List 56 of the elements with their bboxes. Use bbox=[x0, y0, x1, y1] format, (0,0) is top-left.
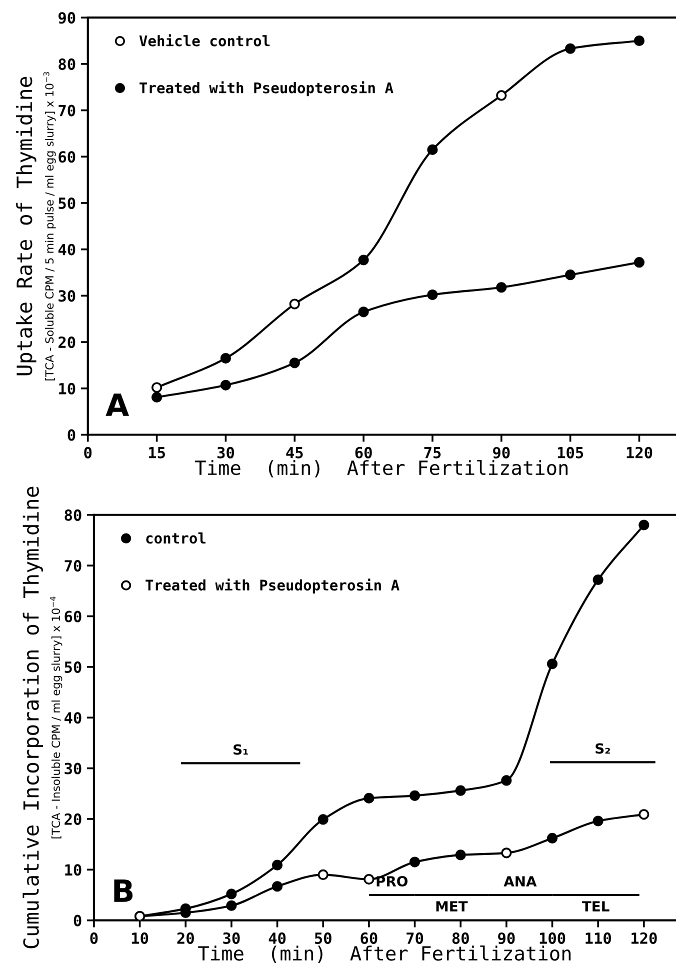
y-tick-label: 60 bbox=[64, 610, 82, 622]
x-tick-label: 90 bbox=[498, 932, 515, 944]
annotation: S₁ bbox=[234, 744, 248, 755]
x-tick-label: 20 bbox=[177, 932, 194, 944]
x-tick-label: 30 bbox=[223, 932, 240, 944]
x-tick-label: 10 bbox=[132, 932, 148, 944]
x-tick-label: 120 bbox=[632, 932, 657, 944]
x-tick-label: 45 bbox=[286, 447, 303, 458]
x-tick-label: 70 bbox=[406, 932, 424, 944]
y-tick-label: 40 bbox=[64, 712, 82, 724]
y-tick-label: 60 bbox=[58, 151, 76, 163]
x-tick-label: 50 bbox=[314, 932, 332, 944]
x-tick-label: 40 bbox=[268, 932, 286, 944]
y-tick-label: 80 bbox=[64, 509, 82, 521]
annotation: A bbox=[106, 394, 130, 416]
annotation: S₂ bbox=[596, 743, 610, 754]
x-tick-label: 60 bbox=[360, 932, 378, 944]
y-tick-label: 30 bbox=[64, 762, 82, 774]
y-tick-label: 0 bbox=[74, 914, 82, 926]
x-tick-label: 0 bbox=[84, 446, 92, 458]
legend-label: Treated with Pseudopterosin A bbox=[146, 578, 400, 594]
y-tick-label: 10 bbox=[59, 382, 76, 394]
y-tick-label: 70 bbox=[64, 560, 82, 572]
y-tick-label: 90 bbox=[58, 12, 76, 24]
x-tick-label: 0 bbox=[90, 932, 98, 944]
x-tick-label: 90 bbox=[493, 446, 510, 458]
annotation: MET bbox=[436, 901, 468, 912]
y-tick-label: 10 bbox=[65, 864, 82, 876]
annotation: B bbox=[114, 880, 133, 902]
x-tick-label: 15 bbox=[149, 447, 165, 458]
x-tick-label: 100 bbox=[540, 932, 566, 944]
x-tick-label: 120 bbox=[626, 446, 652, 458]
x-tick-label: 80 bbox=[452, 932, 469, 944]
x-tick-label: 75 bbox=[424, 447, 441, 458]
x-tick-label: 60 bbox=[355, 446, 372, 458]
annotation: TEL bbox=[582, 901, 610, 912]
y-tick-label: 50 bbox=[58, 197, 76, 210]
x-axis-title: Time (min) After Fertilization bbox=[195, 460, 568, 478]
y-tick-label: 40 bbox=[58, 244, 76, 256]
y-tick-label: 70 bbox=[58, 104, 76, 116]
legend-label: Vehicle control bbox=[139, 34, 270, 46]
y-axis-title: Cumulative Incorporation of Thymidine [TCA - Insoluble CPM / ml egg slurry] x 10$^{−4}$ bbox=[22, 486, 62, 948]
y-tick-label: 0 bbox=[68, 429, 76, 441]
annotation: ANA bbox=[504, 876, 537, 886]
y-tick-label: 30 bbox=[58, 290, 76, 302]
legend-label: control bbox=[146, 532, 206, 544]
x-tick-label: 110 bbox=[586, 932, 611, 944]
y-tick-label: 20 bbox=[64, 813, 82, 825]
y-tick-label: 50 bbox=[64, 661, 82, 673]
x-tick-label: 30 bbox=[217, 446, 234, 458]
y-tick-label: 80 bbox=[58, 58, 76, 70]
y-tick-label: 20 bbox=[58, 336, 76, 348]
y-axis-title: Uptake Rate of Thymidine [TCA - Soluble CPM / 5 min pulse / ml egg slurry] x 10$^{−3}$ bbox=[16, 72, 56, 380]
x-tick-label: 105 bbox=[558, 446, 584, 458]
legend-label: Treated with Pseudopterosin A bbox=[140, 81, 394, 96]
x-axis-title: Time (min) After Fertilization bbox=[198, 946, 571, 963]
